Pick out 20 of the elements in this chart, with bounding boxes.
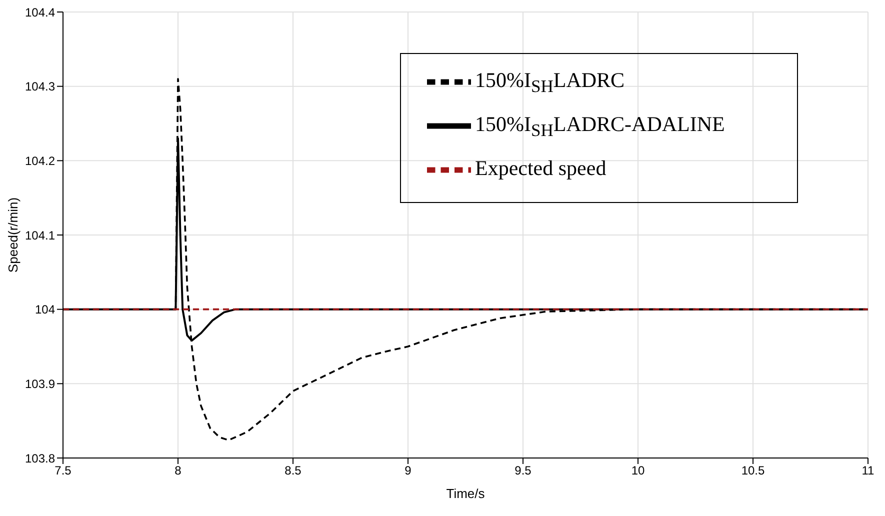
x-tick-label: 8.5	[284, 464, 302, 478]
x-tick-label: 10	[631, 464, 645, 478]
legend-label: 150%I$_{SH}$LADRC	[475, 68, 625, 96]
legend-label: Expected speed	[475, 156, 606, 180]
y-tick-label: 104.4	[24, 5, 56, 20]
y-tick-label: 104.2	[24, 154, 56, 168]
y-tick-label: 103.9	[24, 376, 56, 391]
x-axis-title: Time/s	[446, 486, 486, 501]
y-tick-label: 104	[34, 302, 56, 317]
x-tick-label: 9.5	[514, 464, 532, 478]
x-tick-label: 10.5	[741, 464, 765, 478]
y-tick-label: 103.8	[24, 451, 56, 466]
legend-label: 150%I$_{SH}$LADRC-ADALINE	[475, 112, 725, 140]
y-axis-title: Speed(r/min)	[6, 197, 21, 273]
x-tick-label: 8	[174, 464, 182, 478]
x-tick-label: 9	[404, 464, 412, 478]
y-tick-label: 104.1	[24, 228, 56, 242]
x-tick-label: 7.5	[54, 464, 72, 478]
x-tick-label: 11	[862, 464, 875, 478]
y-tick-label: 104.3	[24, 80, 56, 94]
